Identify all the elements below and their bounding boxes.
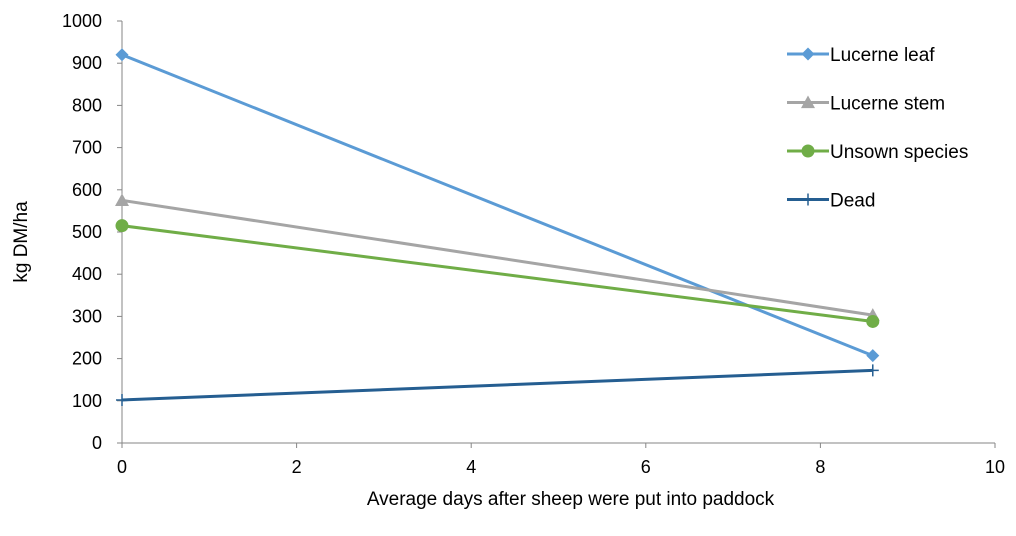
legend-marker xyxy=(801,47,815,61)
y-tick-label: 800 xyxy=(72,95,102,115)
y-tick-label: 600 xyxy=(72,180,102,200)
y-axis-title: kg DM/ha xyxy=(11,201,32,283)
legend-item: Lucerne stem xyxy=(787,94,945,115)
legend-marker xyxy=(801,144,815,158)
y-tick-label: 300 xyxy=(72,306,102,326)
series-unsown-species xyxy=(115,219,880,328)
x-tick-label: 0 xyxy=(117,457,127,477)
y-tick-label: 100 xyxy=(72,391,102,411)
legend: Lucerne leaf Lucerne stem Unsown species De… xyxy=(787,45,968,212)
x-tick-label: 8 xyxy=(815,457,825,477)
y-tick-label: 700 xyxy=(72,138,102,158)
legend-item: Dead xyxy=(787,191,875,212)
x-tick-label: 10 xyxy=(985,457,1005,477)
x-tick-label: 6 xyxy=(641,457,651,477)
data-point xyxy=(866,314,880,328)
data-point xyxy=(115,219,129,233)
series-line xyxy=(121,53,874,358)
y-tick-label: 400 xyxy=(72,264,102,284)
data-point xyxy=(116,393,128,406)
data-point xyxy=(115,193,129,206)
data-point xyxy=(866,349,880,363)
series-layer xyxy=(115,48,880,406)
legend-marker xyxy=(802,193,814,206)
series-line xyxy=(121,224,873,323)
legend-item: Unsown species xyxy=(787,142,968,163)
plot-area: 0 100 200 300 400 500 600 700 800 900 1000 0 2 4 6 8 10 xyxy=(62,11,1005,477)
y-tick-label: 0 xyxy=(92,433,102,453)
x-axis-ticks: 0 2 4 6 8 10 xyxy=(117,443,1005,477)
data-point xyxy=(866,364,879,377)
data-point xyxy=(115,48,129,62)
x-tick-label: 2 xyxy=(292,457,302,477)
x-axis-title: Average days after sheep were put into p… xyxy=(367,489,775,510)
legend-label: Dead xyxy=(830,191,875,212)
legend-marker xyxy=(801,95,815,109)
legend-label: Unsown species xyxy=(830,142,968,163)
y-tick-label: 500 xyxy=(72,222,102,242)
legend-label: Lucerne leaf xyxy=(830,45,935,66)
y-tick-label: 1000 xyxy=(62,11,102,31)
series-line xyxy=(121,368,873,402)
series-lucerne-stem xyxy=(115,193,880,321)
legend-item: Lucerne leaf xyxy=(787,45,935,66)
series-lucerne-leaf xyxy=(115,48,880,363)
y-tick-label: 900 xyxy=(72,53,102,73)
y-axis-ticks: 0 100 200 300 400 500 600 700 800 900 1000 xyxy=(62,11,122,453)
series-line xyxy=(121,198,874,317)
series-dead xyxy=(116,364,879,406)
x-tick-label: 4 xyxy=(466,457,476,477)
legend-label: Lucerne stem xyxy=(830,94,945,115)
y-tick-label: 200 xyxy=(72,349,102,369)
